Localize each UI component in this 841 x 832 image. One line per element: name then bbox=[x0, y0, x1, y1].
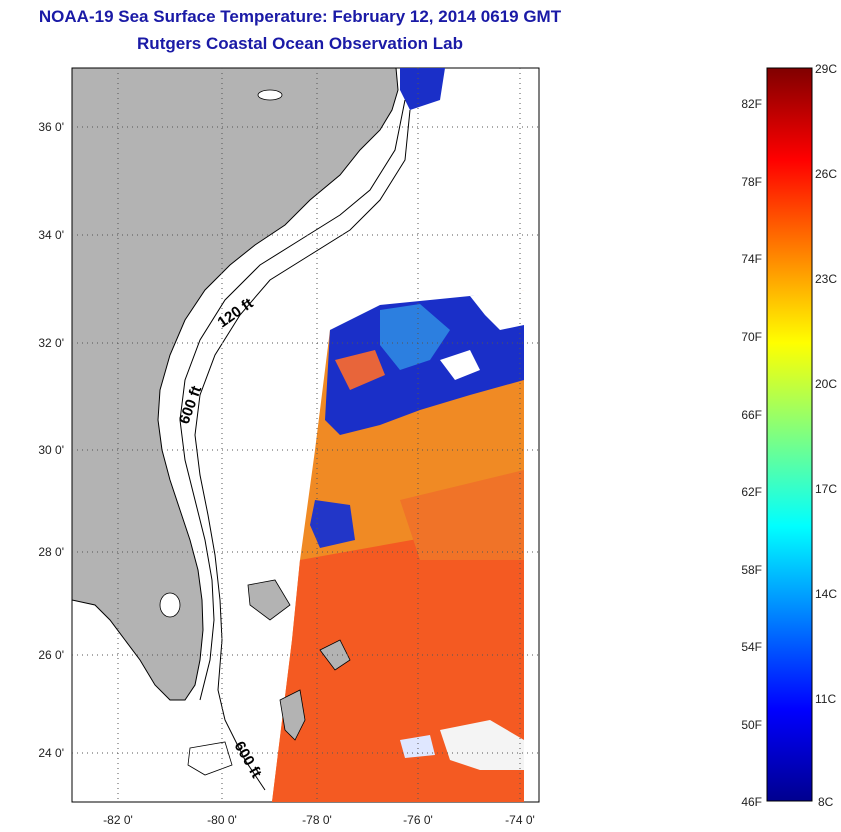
colorbar-f-label: 78F bbox=[741, 175, 762, 189]
colorbar-c-label: 23C bbox=[815, 272, 837, 286]
contour-120ft bbox=[179, 99, 406, 701]
colorbar-c-label: 17C bbox=[815, 482, 837, 496]
lat-tick-label: 26 0' bbox=[38, 648, 64, 662]
colorbar-f-label: 46F bbox=[741, 795, 762, 809]
colorbar-f-label: 66F bbox=[741, 408, 762, 422]
us-mainland-land bbox=[72, 68, 399, 701]
colorbar-c-label: 11C bbox=[815, 692, 836, 706]
colorbar-f-label: 58F bbox=[741, 563, 762, 577]
lon-tick-label: -74 0' bbox=[505, 813, 535, 827]
colorbar-c-label: 29C bbox=[815, 62, 837, 76]
map-subtitle: Rutgers Coastal Ocean Observation Lab bbox=[137, 34, 463, 53]
colorbar-c-label: 20C bbox=[815, 377, 837, 391]
sst-north-patch bbox=[400, 68, 445, 110]
lat-tick-label: 32 0' bbox=[38, 336, 64, 350]
lat-tick-label: 36 0' bbox=[38, 120, 64, 134]
lon-tick-label: -78 0' bbox=[302, 813, 332, 827]
temperature-colorbar bbox=[766, 67, 813, 802]
lon-tick-label: -82 0' bbox=[103, 813, 133, 827]
colorbar-c-label: 8C bbox=[818, 795, 834, 809]
latitude-axis: 36 0' 34 0' 32 0' 30 0' 28 0' 26 0' 24 0… bbox=[38, 120, 64, 760]
longitude-axis: -82 0' -80 0' -78 0' -76 0' -74 0' bbox=[103, 813, 535, 827]
colorbar-f-label: 74F bbox=[741, 252, 762, 266]
colorbar-f-label: 82F bbox=[741, 97, 762, 111]
bahamas-islands bbox=[187, 579, 351, 776]
contour-600ft bbox=[194, 109, 411, 791]
lake-okeechobee bbox=[159, 592, 181, 618]
colorbar-celsius-scale: 29C 26C 23C 20C 17C 14C 11C 8C bbox=[815, 62, 837, 809]
lake bbox=[257, 89, 283, 101]
colorbar-f-label: 50F bbox=[741, 718, 762, 732]
lat-tick-label: 34 0' bbox=[38, 228, 64, 242]
colorbar-c-label: 14C bbox=[815, 587, 837, 601]
colorbar-f-label: 62F bbox=[741, 485, 762, 499]
lon-tick-label: -80 0' bbox=[207, 813, 237, 827]
lat-tick-label: 28 0' bbox=[38, 545, 64, 559]
sst-swath bbox=[272, 290, 524, 802]
colorbar-f-label: 70F bbox=[741, 330, 762, 344]
colorbar-fahrenheit-scale: 82F 78F 74F 70F 66F 62F 58F 54F 50F 46F bbox=[741, 97, 762, 809]
colorbar-c-label: 26C bbox=[815, 167, 837, 181]
lat-tick-label: 24 0' bbox=[38, 746, 64, 760]
map-title: NOAA-19 Sea Surface Temperature: Februar… bbox=[38, 7, 562, 26]
colorbar-f-label: 54F bbox=[741, 640, 762, 654]
lat-tick-label: 30 0' bbox=[38, 443, 64, 457]
lon-tick-label: -76 0' bbox=[403, 813, 433, 827]
